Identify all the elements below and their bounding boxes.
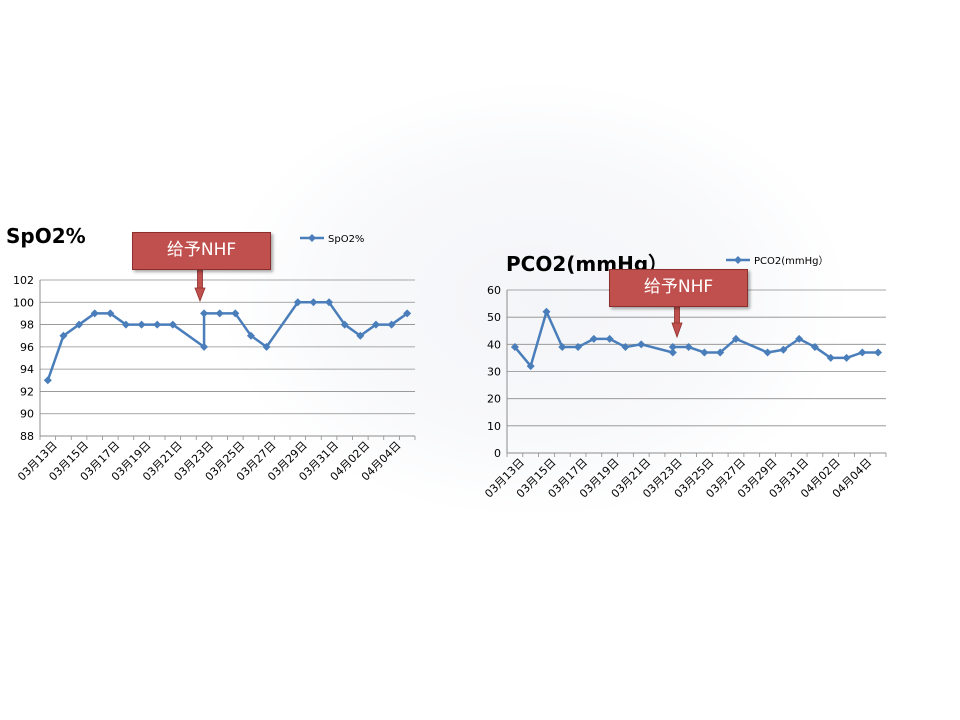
data-point [121, 320, 130, 329]
data-point [558, 343, 567, 352]
data-point [700, 348, 709, 357]
y-tick-label: 0 [494, 447, 501, 460]
data-point [795, 334, 804, 343]
data-point [510, 343, 519, 352]
data-point [637, 340, 646, 349]
data-point [668, 348, 677, 357]
data-point [43, 376, 52, 385]
data-point [293, 298, 302, 307]
y-tick-label: 88 [20, 430, 34, 443]
spo2-chart-title: SpO2% [6, 224, 86, 248]
y-tick-label: 96 [20, 341, 34, 354]
data-point [526, 362, 535, 371]
data-point [684, 343, 693, 352]
y-tick-label: 60 [487, 284, 501, 297]
legend-marker [308, 234, 316, 242]
data-point [59, 331, 68, 340]
data-point [842, 353, 851, 362]
data-point [356, 331, 365, 340]
data-point [325, 298, 334, 307]
data-point [137, 320, 146, 329]
y-tick-label: 100 [13, 296, 34, 309]
data-point [858, 348, 867, 357]
data-point [231, 309, 240, 318]
legend-label: PCO2(mmHg） [754, 255, 829, 267]
legend-label: SpO2% [328, 234, 364, 245]
y-tick-label: 20 [487, 393, 501, 406]
data-point [75, 320, 84, 329]
spo2-nhf-callout: 给予NHF [132, 232, 271, 270]
data-point [90, 309, 99, 318]
data-point [874, 348, 883, 357]
data-point [371, 320, 380, 329]
pco2-nhf-callout: 给予NHF [609, 269, 748, 307]
data-point [810, 343, 819, 352]
y-tick-label: 30 [487, 366, 501, 379]
legend-marker [734, 256, 742, 264]
data-point [246, 331, 255, 340]
y-tick-label: 10 [487, 420, 501, 433]
y-tick-label: 94 [20, 363, 34, 376]
data-point [200, 309, 209, 318]
data-point [731, 334, 740, 343]
data-point [403, 309, 412, 318]
data-point [106, 309, 115, 318]
y-tick-label: 90 [20, 408, 34, 421]
data-point [200, 342, 209, 351]
data-point [716, 348, 725, 357]
data-point [309, 298, 318, 307]
data-point [542, 307, 551, 316]
data-point [340, 320, 349, 329]
data-point [779, 345, 788, 354]
data-point [589, 334, 598, 343]
data-point [826, 353, 835, 362]
data-point [574, 343, 583, 352]
data-point [668, 343, 677, 352]
spo2-callout-arrow [194, 267, 206, 303]
data-point [262, 342, 271, 351]
data-point [621, 343, 630, 352]
data-point [168, 320, 177, 329]
pco2-callout-arrow [671, 304, 683, 339]
y-tick-label: 98 [20, 319, 34, 332]
y-tick-label: 92 [20, 385, 34, 398]
data-point [153, 320, 162, 329]
data-point [605, 334, 614, 343]
y-tick-label: 40 [487, 338, 501, 351]
data-point [763, 348, 772, 357]
data-point [387, 320, 396, 329]
y-tick-label: 50 [487, 311, 501, 324]
y-tick-label: 102 [13, 274, 34, 287]
data-point [215, 309, 224, 318]
